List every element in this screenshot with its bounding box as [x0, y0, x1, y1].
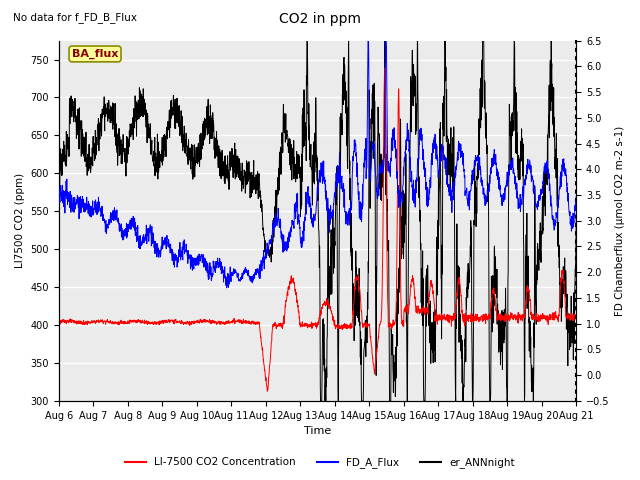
Text: No data for f_FD_B_Flux: No data for f_FD_B_Flux: [13, 12, 137, 23]
Text: CO2 in ppm: CO2 in ppm: [279, 12, 361, 26]
Text: BA_flux: BA_flux: [72, 49, 118, 59]
Y-axis label: FD Chamberflux (μmol CO2 m-2 s-1): FD Chamberflux (μmol CO2 m-2 s-1): [615, 126, 625, 316]
X-axis label: Time: Time: [304, 426, 331, 436]
Y-axis label: LI7500 CO2 (ppm): LI7500 CO2 (ppm): [15, 173, 25, 268]
Legend: LI-7500 CO2 Concentration, FD_A_Flux, er_ANNnight: LI-7500 CO2 Concentration, FD_A_Flux, er…: [121, 453, 519, 472]
